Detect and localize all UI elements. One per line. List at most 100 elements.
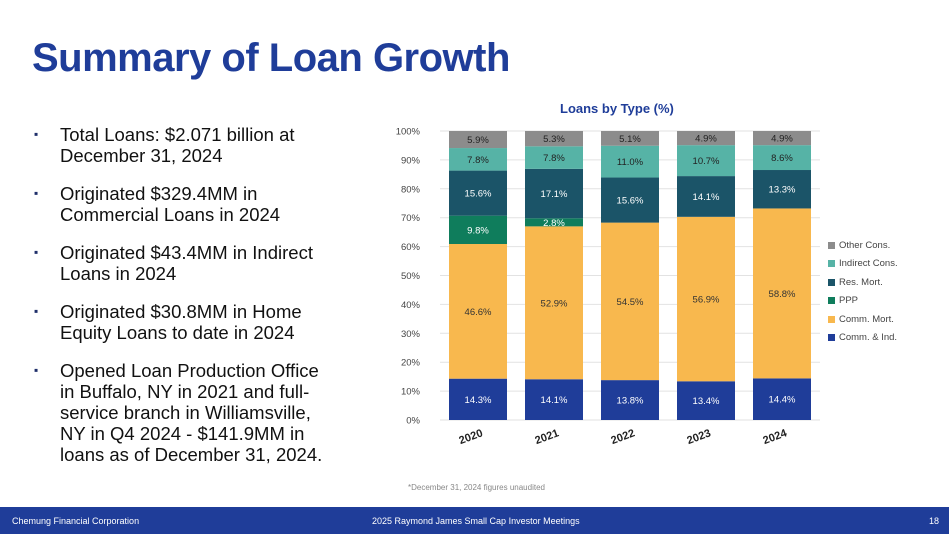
data-label: 2.8%	[543, 218, 565, 229]
data-label: 13.4%	[693, 396, 720, 407]
x-tick-label: 2024	[761, 427, 789, 447]
bar-segment	[677, 176, 735, 217]
y-tick-label: 0%	[406, 416, 420, 427]
bullet-text: Opened Loan Production Office in Buffalo…	[60, 360, 323, 465]
y-tick-label: 20%	[401, 358, 421, 369]
data-label: 10.7%	[693, 156, 720, 167]
bar-segment	[601, 131, 659, 146]
chart-title: Loans by Type (%)	[560, 101, 674, 116]
bar-segment	[449, 378, 507, 420]
data-label: 52.9%	[541, 298, 568, 309]
bar-segment	[601, 380, 659, 420]
footnote: *December 31, 2024 figures unaudited	[408, 483, 545, 492]
bullet-square-icon: ▪	[34, 363, 39, 377]
bullet-item: ▪ Originated $30.8MM in Home Equity Loans…	[34, 301, 324, 343]
slide-title: Summary of Loan Growth	[32, 36, 510, 80]
bar-segment	[677, 131, 735, 146]
legend-item: PPP	[828, 292, 898, 311]
legend-item: Comm. Mort.	[828, 310, 898, 329]
legend-swatch	[828, 315, 835, 323]
legend-item: Res. Mort.	[828, 273, 898, 292]
bar-segment	[677, 216, 735, 382]
bar-segment	[601, 177, 659, 223]
bullet-square-icon: ▪	[34, 245, 39, 259]
legend-label: Comm. Mort.	[839, 313, 894, 325]
bar-segment	[525, 131, 583, 147]
data-label: 5.9%	[467, 135, 489, 146]
y-tick-label: 60%	[401, 242, 421, 253]
bar-segment	[601, 145, 659, 178]
data-label: 14.1%	[541, 395, 568, 406]
data-label: 17.1%	[541, 189, 568, 200]
bullet-text: Originated $43.4MM in Indirect Loans in …	[60, 242, 313, 284]
data-label: 4.9%	[771, 134, 793, 145]
bullet-item: ▪ Total Loans: $2.071 billion at December…	[34, 124, 324, 166]
legend-item: Other Cons.	[828, 236, 898, 255]
loans-by-type-chart: 0% 10% 20% 30% 40% 50% 60% 70% 80% 90% 100% 14.3% 46…	[396, 127, 820, 447]
legend-label: Comm. & Ind.	[839, 332, 898, 344]
legend-item: Indirect Cons.	[828, 255, 898, 274]
data-label: 5.3%	[543, 134, 565, 145]
legend-label: Indirect Cons.	[839, 258, 898, 270]
bullet-square-icon: ▪	[34, 127, 39, 141]
bullet-text: Total Loans: $2.071 billion at December …	[60, 124, 295, 166]
y-tick-label: 100%	[396, 127, 421, 138]
footer-org: Chemung Financial Corporation	[12, 516, 140, 526]
bar-segment	[525, 226, 583, 380]
y-tick-label: 80%	[401, 184, 421, 195]
y-tick-label: 50%	[401, 271, 421, 282]
y-tick-label: 10%	[401, 387, 421, 398]
footer-bar: Chemung Financial Corporation 2025 Raymo…	[0, 507, 949, 534]
bar-segment	[449, 215, 507, 244]
data-label: 13.8%	[617, 396, 644, 407]
legend-swatch	[828, 260, 835, 268]
bullet-item: ▪ Originated $329.4MM in Commercial Loans…	[34, 183, 324, 225]
legend-label: Other Cons.	[839, 239, 891, 251]
y-tick-label: 30%	[401, 329, 421, 340]
bar-segment	[525, 379, 583, 420]
bullet-square-icon: ▪	[34, 186, 39, 200]
data-label: 14.1%	[693, 192, 720, 203]
bar-segment	[753, 145, 811, 171]
legend-swatch	[828, 334, 835, 342]
bar-segment	[601, 222, 659, 381]
x-tick-label: 2021	[533, 427, 560, 447]
data-label: 46.6%	[465, 307, 492, 318]
page-number: 18	[928, 516, 939, 526]
x-tick-label: 2020	[457, 427, 484, 447]
footer-event: 2025 Raymond James Small Cap Investor Me…	[372, 516, 580, 526]
bullet-text: Originated $329.4MM in Commercial Loans …	[60, 183, 281, 225]
bar-segment	[753, 131, 811, 146]
bar-segment	[677, 381, 735, 420]
data-label: 4.9%	[695, 134, 717, 145]
data-label: 14.3%	[465, 395, 492, 406]
legend-swatch	[828, 241, 835, 249]
data-label: 9.8%	[467, 225, 489, 236]
data-label: 14.4%	[769, 395, 796, 406]
bar-segment	[525, 218, 583, 227]
y-tick-label: 70%	[401, 213, 421, 224]
bar-segment	[677, 145, 735, 177]
bar-segment	[525, 168, 583, 219]
bullet-square-icon: ▪	[34, 304, 39, 318]
data-label: 15.6%	[617, 196, 644, 207]
bar-segment	[449, 148, 507, 171]
bullet-list: ▪ Total Loans: $2.071 billion at December…	[34, 124, 324, 482]
bullet-text: Originated $30.8MM in Home Equity Loans …	[60, 301, 302, 343]
bar-segment	[449, 170, 507, 216]
legend-item: Comm. & Ind.	[828, 329, 898, 348]
bar-segment	[525, 146, 583, 169]
data-label: 13.3%	[769, 185, 796, 196]
data-label: 56.9%	[693, 295, 720, 306]
bar-segment	[449, 243, 507, 379]
bullet-item: ▪ Opened Loan Production Office in Buffal…	[34, 360, 324, 465]
data-label: 54.5%	[617, 297, 644, 308]
data-label: 7.8%	[467, 155, 489, 166]
bar-segment	[753, 378, 811, 420]
data-label: 5.1%	[619, 134, 641, 145]
y-tick-label: 90%	[401, 155, 421, 166]
data-label: 11.0%	[617, 157, 644, 168]
data-label: 15.6%	[465, 189, 492, 200]
bullet-item: ▪ Originated $43.4MM in Indirect Loans in…	[34, 242, 324, 284]
bar-segment	[449, 131, 507, 149]
